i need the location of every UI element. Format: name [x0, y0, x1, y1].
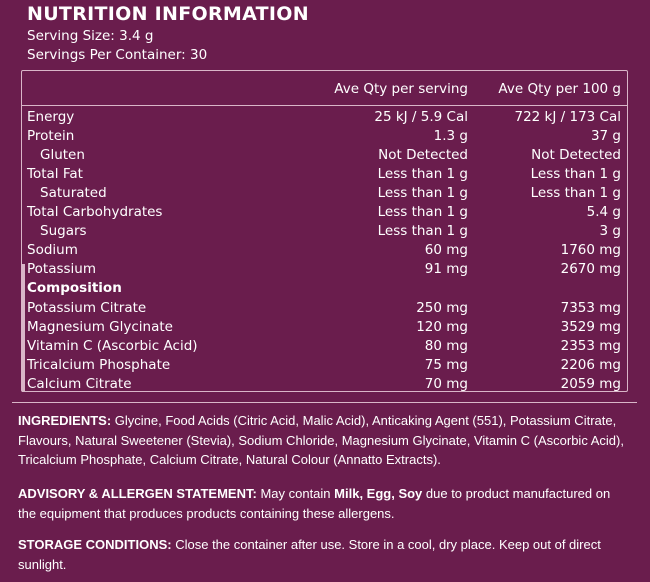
table-row: Gluten Not Detected Not Detected [27, 146, 621, 165]
table-row: Magnesium Glycinate 120 mg 3529 mg [27, 318, 621, 337]
table-row: Saturated Less than 1 g Less than 1 g [27, 184, 621, 203]
nutrient-name: Potassium [27, 261, 97, 278]
nutrient-name: Sodium [27, 242, 78, 259]
advisory-statement: ADVISORY & ALLERGEN STATEMENT: May conta… [18, 484, 630, 523]
per-100g-value: 2059 mg [560, 375, 621, 392]
per-100g-value: 3529 mg [560, 318, 621, 335]
per-100g-value: 722 kJ / 173 Cal [514, 109, 622, 125]
storage-label: STORAGE CONDITIONS: [18, 537, 172, 552]
per-100g-value: 1760 mg [560, 242, 621, 259]
table-row: Vitamin C (Ascorbic Acid) 80 mg 2353 mg [27, 337, 621, 356]
nutrient-name: Potassium Citrate [27, 299, 147, 316]
per-serving-value: Less than 1 g [377, 185, 468, 202]
per-serving-value: 70 mg [424, 375, 468, 392]
column-header-per-serving: Ave Qty per serving [334, 81, 468, 97]
per-100g-value: 3 g [599, 223, 621, 240]
per-serving-value: Less than 1 g [377, 204, 468, 221]
nutrient-name: Vitamin C (Ascorbic Acid) [27, 337, 198, 354]
table-row: Calcium Citrate 70 mg 2059 mg [27, 375, 621, 394]
per-100g-value: 7353 mg [560, 299, 621, 316]
per-serving-value: Less than 1 g [377, 223, 468, 240]
per-100g-value: Less than 1 g [530, 185, 621, 202]
per-100g-value: 2206 mg [560, 356, 621, 373]
per-serving-value: 1.3 g [433, 128, 468, 145]
servings-per-container: Servings Per Container: 30 [27, 47, 208, 63]
per-100g-value: 2353 mg [560, 337, 621, 354]
advisory-text-before: May contain [256, 486, 335, 501]
per-serving-value: Less than 1 g [377, 166, 468, 183]
composition-bracket [22, 264, 25, 392]
table-row: Potassium Citrate 250 mg 7353 mg [27, 299, 621, 318]
per-serving-value: 80 mg [424, 337, 468, 354]
table-row: Energy 25 kJ / 5.9 Cal 722 kJ / 173 Cal [27, 108, 621, 127]
nutrient-name: Total Carbohydrates [27, 204, 163, 221]
advisory-label: ADVISORY & ALLERGEN STATEMENT: [18, 486, 257, 501]
table-row: Sugars Less than 1 g 3 g [27, 222, 621, 241]
per-serving-value: 75 mg [424, 356, 468, 373]
nutrition-title: NUTRITION INFORMATION [27, 3, 309, 25]
advisory-allergens: Milk, Egg, Soy [334, 486, 423, 501]
nutrient-name: Gluten [40, 147, 85, 164]
per-serving-value: 120 mg [416, 318, 468, 335]
per-serving-value: 91 mg [424, 261, 468, 278]
nutrition-table-border [21, 70, 628, 392]
per-serving-value: 25 kJ / 5.9 Cal [374, 109, 468, 125]
nutrient-name: Total Fat [27, 166, 83, 183]
table-row: Potassium 91 mg 2670 mg [27, 260, 621, 279]
nutrient-name: Protein [27, 128, 75, 145]
nutrient-name: Magnesium Glycinate [27, 318, 173, 335]
nutrient-name: Calcium Citrate [27, 375, 132, 392]
nutrient-name: Saturated [40, 185, 107, 202]
ingredients-text: Glycine, Food Acids (Citric Acid, Malic … [18, 413, 624, 467]
nutrient-name: Composition [27, 280, 122, 297]
per-100g-value: Less than 1 g [530, 166, 621, 183]
section-divider [12, 402, 637, 403]
per-100g-value: 37 g [590, 128, 621, 145]
table-row: Sodium 60 mg 1760 mg [27, 241, 621, 260]
per-serving-value: Not Detected [378, 147, 468, 164]
per-serving-value: 60 mg [424, 242, 468, 259]
ingredients-statement: INGREDIENTS: Glycine, Food Acids (Citric… [18, 411, 630, 470]
table-row: Protein 1.3 g 37 g [27, 127, 621, 146]
nutrient-name: Tricalcium Phosphate [27, 356, 171, 373]
table-row: Total Carbohydrates Less than 1 g 5.4 g [27, 203, 621, 222]
table-row: Total Fat Less than 1 g Less than 1 g [27, 165, 621, 184]
per-100g-value: 5.4 g [586, 204, 621, 221]
per-100g-value: 2670 mg [560, 261, 621, 278]
nutrient-name: Energy [27, 109, 75, 125]
storage-statement: STORAGE CONDITIONS: Close the container … [18, 535, 630, 574]
advisory-text-after: due to product manufactured on the equip… [18, 486, 611, 521]
table-row: Composition [27, 279, 621, 298]
header-divider [22, 105, 627, 106]
per-serving-value: 250 mg [416, 299, 468, 316]
nutrient-name: Sugars [40, 223, 87, 240]
storage-text: Close the container after use. Store in … [18, 537, 601, 572]
serving-size: Serving Size: 3.4 g [27, 28, 154, 44]
table-row: Tricalcium Phosphate 75 mg 2206 mg [27, 356, 621, 375]
ingredients-label: INGREDIENTS: [18, 413, 112, 428]
column-header-per-100g: Ave Qty per 100 g [498, 81, 621, 97]
per-100g-value: Not Detected [531, 147, 621, 164]
table-header-row: Ave Qty per serving Ave Qty per 100 g [27, 80, 621, 99]
